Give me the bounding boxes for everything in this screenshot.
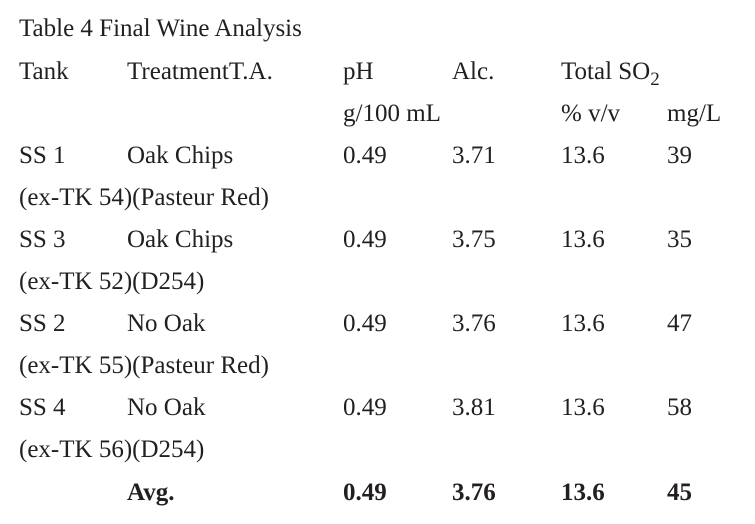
avg-ta: 0.49: [343, 479, 387, 506]
units-alc: % v/v: [561, 100, 621, 127]
row-1-treatment: Oak Chips: [127, 142, 234, 169]
units-ta: g/100 mL: [343, 100, 441, 127]
row-2-treatment: Oak Chips: [127, 226, 234, 253]
header-alc: Alc.: [452, 58, 495, 85]
row-2-ph: 3.75: [452, 226, 496, 253]
row-4-so2: 58: [667, 394, 692, 421]
avg-ph: 3.76: [452, 479, 496, 506]
row-1-tank: SS 1: [19, 142, 66, 169]
row-1-alc: 13.6: [561, 142, 605, 169]
header-total-so2-label: Total SO: [561, 58, 651, 85]
row-1-ta: 0.49: [343, 142, 387, 169]
table-caption: Table 4 Final Wine Analysis: [19, 15, 302, 42]
row-4-ph: 3.81: [452, 394, 496, 421]
row-1-note: (ex-TK 54)(Pasteur Red): [19, 184, 269, 211]
avg-label: Avg.: [127, 479, 175, 506]
row-1-so2: 39: [667, 142, 692, 169]
row-4-tank: SS 4: [19, 394, 66, 421]
row-4-ta: 0.49: [343, 394, 387, 421]
row-4-note: (ex-TK 56)(D254): [19, 436, 205, 463]
row-3-so2: 47: [667, 310, 692, 337]
row-3-tank: SS 2: [19, 310, 66, 337]
header-tank: Tank: [19, 58, 69, 85]
row-2-ta: 0.49: [343, 226, 387, 253]
header-treatment-ta: TreatmentT.A.: [127, 58, 273, 85]
row-4-treatment: No Oak: [127, 394, 206, 421]
row-3-treatment: No Oak: [127, 310, 206, 337]
row-3-ph: 3.76: [452, 310, 496, 337]
row-2-note: (ex-TK 52)(D254): [19, 268, 205, 295]
row-2-so2: 35: [667, 226, 692, 253]
header-ph: pH: [343, 58, 374, 85]
avg-alc: 13.6: [561, 479, 605, 506]
row-2-alc: 13.6: [561, 226, 605, 253]
header-total-so2: Total SO2: [561, 58, 660, 89]
row-4-alc: 13.6: [561, 394, 605, 421]
row-2-tank: SS 3: [19, 226, 66, 253]
units-so2: mg/L: [667, 100, 722, 127]
header-total-so2-subscript: 2: [650, 69, 660, 90]
row-3-alc: 13.6: [561, 310, 605, 337]
row-1-ph: 3.71: [452, 142, 496, 169]
row-3-ta: 0.49: [343, 310, 387, 337]
row-3-note: (ex-TK 55)(Pasteur Red): [19, 352, 269, 379]
avg-so2: 45: [667, 479, 692, 506]
